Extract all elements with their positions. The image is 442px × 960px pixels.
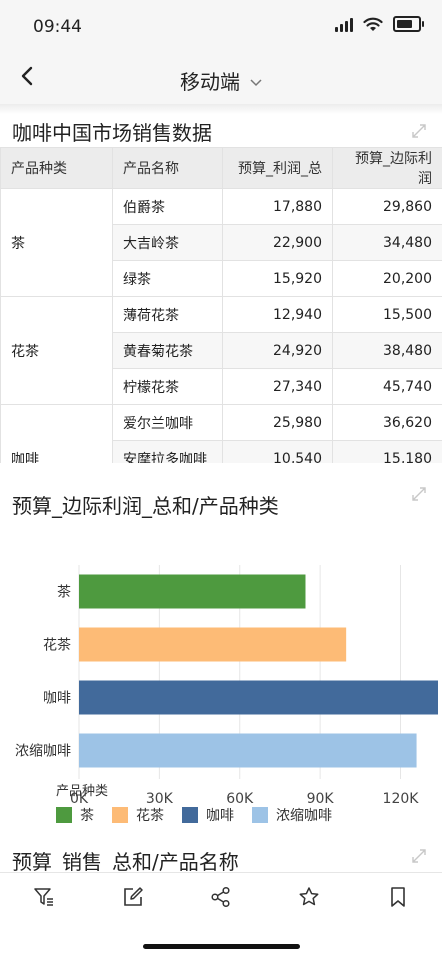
bar[interactable] — [79, 680, 438, 715]
col-header-margin[interactable]: 预算_边际利润 — [332, 147, 442, 189]
expand-icon[interactable] — [412, 124, 426, 138]
margin-cell: 45,740 — [332, 368, 442, 405]
table-header-row: 产品种类 产品名称 预算_利润_总 预算_边际利润 — [0, 147, 442, 189]
legend-item[interactable]: 咖啡 — [182, 805, 234, 825]
profit-cell: 27,340 — [222, 368, 333, 405]
battery-cap — [422, 21, 424, 27]
table-row[interactable]: 花茶 薄荷花茶 12,940 15,500 — [0, 296, 442, 405]
col-header-profit[interactable]: 预算_利润_总 — [222, 147, 333, 189]
product-cell: 柠檬花茶 — [112, 368, 223, 405]
edit-icon — [123, 887, 143, 906]
product-cell: 爱尔兰咖啡 — [112, 404, 223, 441]
legend-item[interactable]: 花茶 — [112, 805, 164, 825]
nav-bar: 移动端 — [0, 52, 442, 104]
margin-cell: 20,200 — [332, 260, 442, 297]
edit-button[interactable] — [113, 877, 153, 917]
bookmark-icon — [390, 887, 405, 907]
x-tick-label: 60K — [226, 791, 254, 807]
margin-cell: 34,480 — [332, 224, 442, 261]
col-header-category[interactable]: 产品种类 — [0, 147, 113, 189]
margin-cell: 36,620 — [332, 404, 442, 441]
bar[interactable] — [79, 574, 306, 609]
profit-cell: 22,900 — [222, 224, 333, 261]
status-bar: 09:44 — [0, 0, 442, 52]
col-header-product[interactable]: 产品名称 — [112, 147, 223, 189]
legend-swatch — [252, 807, 268, 823]
wifi-icon — [363, 17, 383, 31]
legend-label: 花茶 — [136, 808, 164, 824]
expand-icon[interactable] — [412, 487, 426, 501]
legend-item[interactable]: 茶 — [56, 805, 94, 825]
legend-item[interactable]: 浓缩咖啡 — [252, 805, 332, 825]
chart-legend: 产品种类 茶 花茶 咖啡 浓缩咖啡 — [56, 780, 436, 825]
x-tick-label: 120K — [383, 791, 420, 807]
x-tick-label: 0K — [70, 791, 89, 807]
status-time: 09:44 — [33, 17, 82, 37]
table-row[interactable]: 茶 伯爵茶 17,880 29,860 — [0, 188, 442, 297]
header-shadow — [0, 104, 442, 114]
bookmark-button[interactable] — [378, 877, 418, 917]
profit-cell: 24,920 — [222, 332, 333, 369]
x-tick-label: 90K — [307, 791, 335, 807]
bar[interactable] — [79, 627, 347, 662]
category-cell: 咖啡 — [0, 404, 113, 463]
product-cell: 薄荷花茶 — [112, 296, 223, 333]
y-category-label: 花茶 — [43, 638, 71, 654]
share-button[interactable] — [201, 877, 241, 917]
legend-swatch — [56, 807, 72, 823]
profit-cell: 10,540 — [222, 440, 333, 463]
y-category-label: 茶 — [57, 585, 71, 601]
legend-label: 浓缩咖啡 — [276, 808, 332, 824]
y-category-label: 咖啡 — [43, 691, 71, 707]
category-cell: 花茶 — [0, 296, 113, 405]
next-chart-title: 预算_销售_总和/产品名称 — [12, 850, 239, 874]
product-cell: 大吉岭茶 — [112, 224, 223, 261]
product-cell: 安摩拉多咖啡 — [112, 440, 223, 463]
table-row[interactable]: 安摩拉多咖啡 10,540 15,180 — [1, 440, 442, 463]
profit-cell: 25,980 — [222, 404, 333, 441]
profit-cell: 15,920 — [222, 260, 333, 297]
product-cell: 黄春菊花茶 — [112, 332, 223, 369]
cellular-signal-icon — [335, 16, 353, 32]
legend-label: 咖啡 — [206, 808, 234, 824]
status-icons — [335, 16, 424, 32]
chevron-down-icon — [250, 76, 262, 91]
table-row[interactable]: 咖啡 爱尔兰咖啡 25,980 36,620 — [0, 404, 442, 463]
back-arrow-icon[interactable] — [16, 64, 40, 88]
legend-title: 产品种类 — [56, 784, 109, 799]
expand-icon[interactable] — [412, 849, 426, 863]
battery-icon — [393, 16, 421, 32]
margin-cell: 15,500 — [332, 296, 442, 333]
filter-button[interactable] — [24, 877, 64, 917]
profit-cell: 17,880 — [222, 188, 333, 225]
legend-items: 茶 花茶 咖啡 浓缩咖啡 — [56, 805, 436, 825]
share-icon — [211, 886, 230, 908]
page-title-dropdown[interactable]: 移动端 — [0, 66, 442, 95]
table-row[interactable]: 绿茶 15,920 20,200 — [1, 260, 442, 297]
category-cell: 茶 — [0, 188, 113, 297]
legend-label: 茶 — [80, 808, 94, 824]
profit-cell: 12,940 — [222, 296, 333, 333]
star-icon — [299, 887, 319, 906]
favorite-button[interactable] — [289, 877, 329, 917]
sales-table[interactable]: 产品种类 产品名称 预算_利润_总 预算_边际利润 茶 伯爵茶 17,880 2… — [0, 147, 442, 463]
page-title: 移动端 — [180, 70, 240, 94]
table-title: 咖啡中国市场销售数据 — [12, 121, 212, 145]
legend-swatch — [112, 807, 128, 823]
y-category-label: 浓缩咖啡 — [15, 744, 71, 760]
x-tick-label: 30K — [146, 791, 174, 807]
legend-swatch — [182, 807, 198, 823]
product-cell: 绿茶 — [112, 260, 223, 297]
bar[interactable] — [79, 733, 417, 768]
margin-cell: 29,860 — [332, 188, 442, 225]
chart-title: 预算_边际利润_总和/产品种类 — [12, 494, 279, 518]
filter-icon — [34, 888, 54, 906]
bottom-toolbar — [0, 872, 442, 921]
home-indicator — [143, 944, 300, 949]
margin-cell: 38,480 — [332, 332, 442, 369]
margin-cell: 15,180 — [332, 440, 442, 463]
product-cell: 伯爵茶 — [112, 188, 223, 225]
table-row[interactable]: 黄春菊花茶 24,920 38,480 — [1, 332, 442, 369]
